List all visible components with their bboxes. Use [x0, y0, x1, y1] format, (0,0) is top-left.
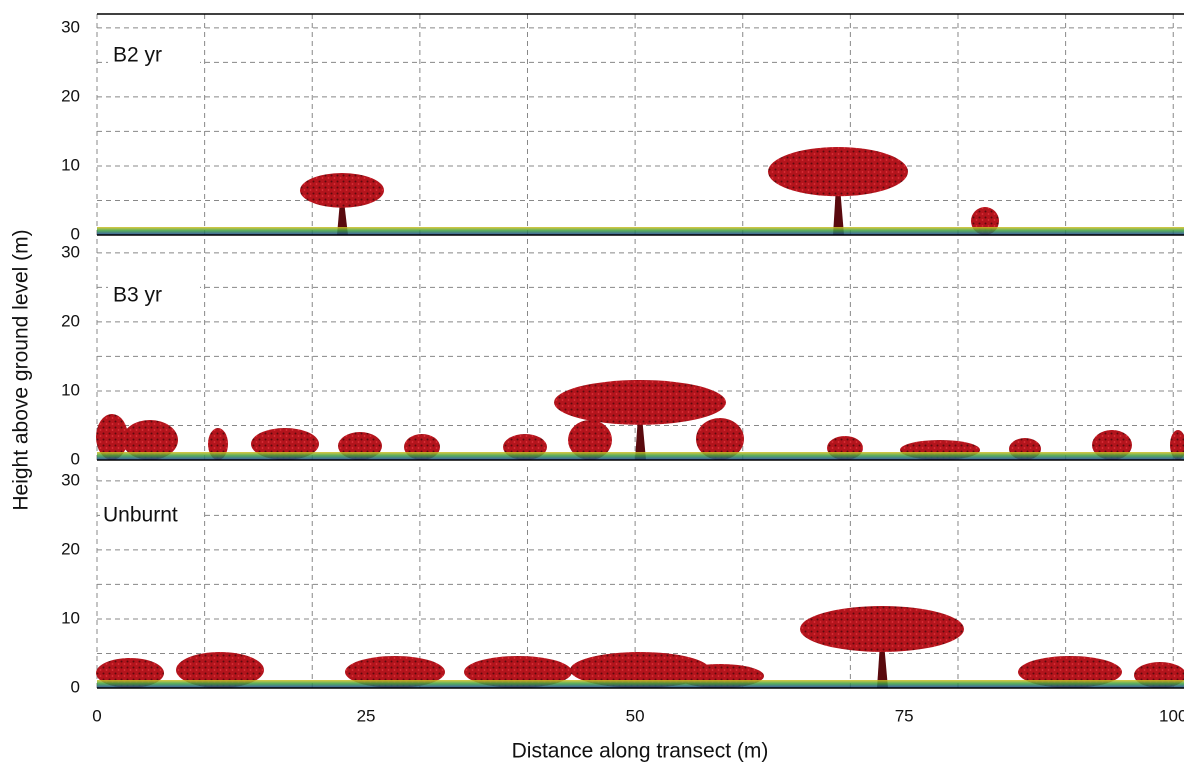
canopy	[122, 420, 178, 460]
canopy	[570, 652, 710, 688]
canopy	[696, 418, 744, 460]
x-tick-label: 75	[895, 706, 914, 725]
canopy	[176, 652, 264, 688]
y-tick-label: 0	[71, 677, 80, 696]
y-tick-label: 0	[71, 449, 80, 468]
panel: 0 10 20 30 B3 yr	[61, 239, 1184, 468]
canopy	[96, 414, 128, 460]
x-tick-label: 25	[357, 706, 376, 725]
x-tick-label: 100	[1159, 706, 1184, 725]
canopy	[800, 606, 964, 652]
panel: 0 10 20 30 B2 yr	[61, 13, 1184, 243]
canopy	[554, 380, 726, 425]
label-bg	[108, 282, 200, 308]
tree-trunk	[877, 642, 888, 688]
y-axis-title: Height above ground level (m)	[10, 229, 33, 510]
canopy	[768, 147, 908, 197]
understory	[97, 680, 1184, 688]
x-tick-label: 50	[626, 706, 645, 725]
y-tick-label: 30	[61, 17, 80, 36]
x-tick-label: 0	[92, 706, 101, 725]
y-tick-label: 20	[61, 311, 80, 330]
panel-label: Unburnt	[103, 504, 178, 527]
panel-label: B3 yr	[113, 284, 162, 307]
label-bg	[100, 502, 202, 528]
y-tick-label: 10	[61, 155, 80, 174]
y-tick-label: 20	[61, 86, 80, 105]
y-tick-label: 20	[61, 539, 80, 558]
y-tick-label: 30	[61, 470, 80, 489]
understory	[97, 452, 1184, 460]
canopy	[300, 173, 384, 208]
canopy	[568, 420, 612, 460]
panel: 0 10 20 30 Unburnt	[61, 467, 1184, 696]
tree-trunk	[635, 416, 646, 460]
understory	[97, 227, 1184, 235]
tree-trunk	[833, 186, 844, 235]
panel-label: B2 yr	[113, 44, 162, 67]
y-tick-label: 0	[71, 224, 80, 243]
label-bg	[108, 42, 200, 68]
y-tick-label: 10	[61, 380, 80, 399]
tree-trunk	[337, 200, 348, 235]
y-tick-label: 10	[61, 608, 80, 627]
x-axis-title: Distance along transect (m)	[512, 740, 769, 763]
y-tick-label: 30	[61, 242, 80, 261]
